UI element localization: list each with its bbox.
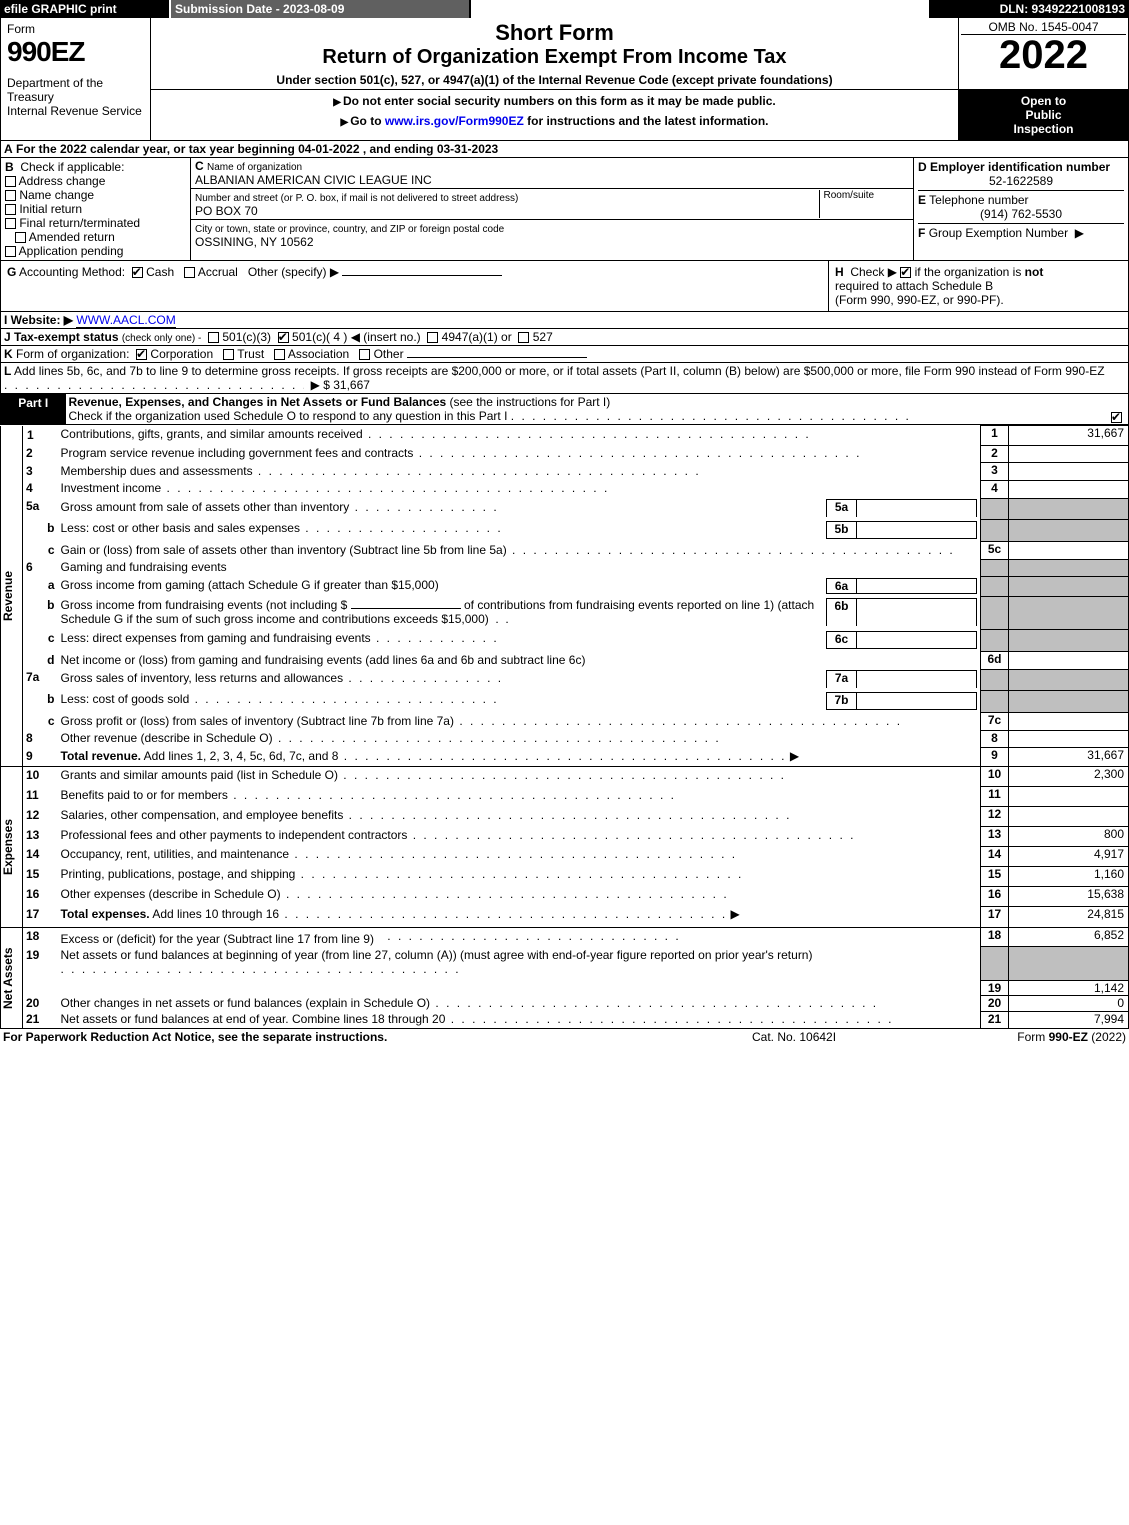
checkbox-initial-return[interactable] [5,204,16,215]
dept-treasury: Department of the Treasury [7,76,144,104]
line-i: I Website: ▶ WWW.AACL.COM [0,311,1129,328]
checkbox-schedule-o[interactable] [1111,412,1122,423]
part1-title: Revenue, Expenses, and Changes in Net As… [69,395,447,409]
value-13: 800 [1009,827,1129,847]
street: PO BOX 70 [195,204,258,218]
checkbox-4947[interactable] [427,332,438,343]
part1-header: Part I Revenue, Expenses, and Changes in… [0,394,1129,425]
part1-label: Part I [1,394,66,425]
form-word: Form [7,22,144,36]
checkbox-accrual[interactable] [184,267,195,278]
irs-link[interactable]: www.irs.gov/Form990EZ [385,114,524,128]
revenue-label: Revenue [1,426,15,766]
g-h-block: G Accounting Method: Cash Accrual Other … [0,261,1129,311]
value-10: 2,300 [1009,766,1129,787]
value-7b [857,692,977,709]
checkbox-cash[interactable] [132,267,143,278]
dept-irs: Internal Revenue Service [7,104,144,118]
checkbox-name-change[interactable] [5,190,16,201]
checkbox-address-change[interactable] [5,176,16,187]
org-name: ALBANIAN AMERICAN CIVIC LEAGUE INC [195,173,432,187]
checkbox-h[interactable] [900,267,911,278]
value-1: 31,667 [1009,426,1129,446]
telephone: (914) 762-5530 [918,207,1124,221]
total-expenses: 24,815 [1009,906,1129,927]
value-14: 4,917 [1009,846,1129,866]
cat-no: Cat. No. 10642I [749,1029,949,1045]
checkbox-other-org[interactable] [359,349,370,360]
submission-date: Submission Date - 2023-08-09 [170,0,470,18]
value-16: 15,638 [1009,886,1129,906]
website-link[interactable]: WWW.AACL.COM [76,313,175,328]
f-label: Group Exemption Number [929,226,1068,240]
checkbox-trust[interactable] [223,349,234,360]
omb: OMB No. 1545-0047 [961,20,1126,34]
entity-block: B Check if applicable: Address change Na… [0,158,1129,261]
city-state-zip: OSSINING, NY 10562 [195,235,314,249]
value-20: 0 [1009,995,1129,1011]
value-5b [857,521,977,538]
total-revenue: 31,667 [1009,748,1129,766]
form-header: Form 990EZ Department of the Treasury In… [0,18,1129,141]
lines-table: Revenue 1 Contributions, gifts, grants, … [0,425,1129,1029]
inspection: Inspection [963,122,1124,136]
b-label: Check if applicable: [20,160,124,174]
form-ref: 990-EZ [1049,1030,1088,1044]
checkbox-amended-return[interactable] [15,232,26,243]
line-a: A For the 2022 calendar year, or tax yea… [0,141,1129,158]
room-suite-label: Room/suite [819,190,909,218]
checkbox-association[interactable] [274,349,285,360]
value-6a [857,578,977,593]
form-number: 990EZ [7,36,144,68]
d-label: Employer identification number [930,160,1110,174]
arrow-icon [341,114,351,128]
c-name-label: Name of organization [207,162,302,173]
g-label: Accounting Method: [19,265,125,279]
checkbox-501c[interactable] [278,332,289,343]
value-6b [857,598,977,625]
checkbox-final-return[interactable] [5,218,16,229]
footer-left: For Paperwork Reduction Act Notice, see … [0,1029,749,1045]
c-street-label: Number and street (or P. O. box, if mail… [195,193,518,204]
footer: For Paperwork Reduction Act Notice, see … [0,1029,1129,1045]
value-18: 6,852 [1009,927,1129,947]
value-6c [857,631,977,648]
checkbox-application-pending[interactable] [5,246,16,257]
value-21: 7,994 [1009,1011,1129,1028]
subtitle: Under section 501(c), 527, or 4947(a)(1)… [157,73,952,87]
ein: 52-1622589 [918,174,1124,188]
open-to: Open to [963,94,1124,108]
value-7a [857,671,977,688]
line-j: J Tax-exempt status (check only one) - 5… [0,328,1129,345]
contributions-input[interactable] [351,608,461,609]
value-5a [857,500,977,517]
line-k: K Form of organization: Corporation Trus… [0,345,1129,363]
checkbox-501c3[interactable] [208,332,219,343]
title-short-form: Short Form [157,20,952,46]
gross-receipts: $ 31,667 [323,378,370,392]
efile-label[interactable]: efile GRAPHIC print [0,0,170,18]
expenses-label: Expenses [1,767,15,927]
tax-year: 2022 [961,34,1126,75]
netassets-label: Net Assets [1,928,15,1028]
value-15: 1,160 [1009,866,1129,886]
note-ssn: Do not enter social security numbers on … [343,94,776,108]
e-label: Telephone number [929,193,1028,207]
dln: DLN: 93492221008193 [929,0,1129,18]
public: Public [963,108,1124,122]
other-org-input[interactable] [407,357,587,358]
other-specify-input[interactable] [342,275,502,276]
checkbox-527[interactable] [518,332,529,343]
value-19: 1,142 [1009,980,1129,995]
line-l: L Add lines 5b, 6c, and 7b to line 9 to … [0,363,1129,394]
title-return: Return of Organization Exempt From Incom… [157,46,952,69]
top-bar: efile GRAPHIC print Submission Date - 20… [0,0,1129,18]
checkbox-corporation[interactable] [136,349,147,360]
c-city-label: City or town, state or province, country… [195,224,504,235]
arrow-icon [333,94,343,108]
